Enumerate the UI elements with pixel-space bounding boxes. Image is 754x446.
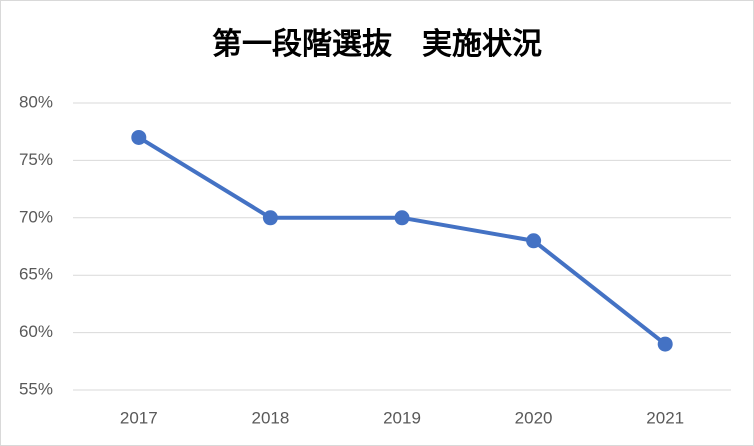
data-point	[131, 129, 147, 145]
x-tick-label: 2017	[120, 408, 158, 427]
y-tick-label: 55%	[19, 379, 53, 398]
chart-title: 第一段階選抜 実施状況	[212, 27, 542, 61]
x-tick-label: 2019	[383, 408, 421, 427]
y-tick-label: 70%	[19, 207, 53, 226]
y-tick-label: 80%	[19, 92, 53, 111]
data-point	[526, 233, 542, 249]
y-tick-label: 60%	[19, 322, 53, 341]
data-point	[262, 210, 278, 226]
y-tick-label: 75%	[19, 150, 53, 169]
y-tick-label: 65%	[19, 265, 53, 284]
x-tick-label: 2018	[251, 408, 289, 427]
data-point	[394, 210, 410, 226]
x-tick-label: 2021	[646, 408, 684, 427]
x-tick-label: 2020	[515, 408, 553, 427]
data-point	[657, 336, 673, 352]
